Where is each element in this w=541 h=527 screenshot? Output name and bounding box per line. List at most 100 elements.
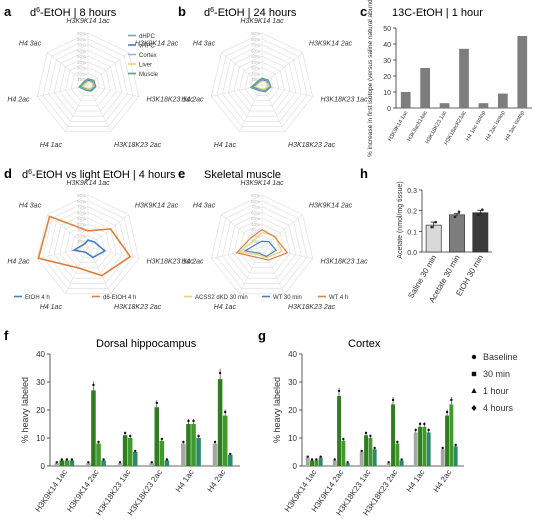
radar-ring-label-b: 80% [251,37,260,42]
data-point-f [182,440,185,444]
radar-axis-label-d: H3K18K23 1ac [146,258,194,265]
radar-axis-label-d: H3K9K14 2ac [135,203,179,210]
legend-label-d: EtOH 4 h [25,295,50,301]
y-tick-label-h: 0.1 [407,229,417,236]
bar-g [364,435,368,466]
y-tick-label-c: 20 [383,74,391,81]
x-tick-label-f: H3K9K14 2ac [65,468,101,514]
data-point-g [445,410,449,414]
y-tick-label-g: 20 [288,406,297,415]
radar-spoke-a [47,52,89,86]
radar-axis-label-b: H4 3ac [193,41,216,48]
bar-g [453,446,458,466]
radar-ring-d [53,212,123,279]
radar-spoke-b [239,84,263,132]
data-point-f [192,419,195,423]
radar-ring-a [48,44,128,122]
radar-ring-a [70,67,106,101]
x-tick-label-c: H4 2ac isotop [485,110,507,142]
radar-ring-a [65,61,111,107]
radar-ring-label-b: 40% [251,60,260,65]
radar-ring-label-e: 50% [251,216,260,221]
radar-ring-d [48,206,128,284]
radar-axis-label-d: H3K18K23 2ac [114,304,162,311]
bar-g [440,449,445,466]
radar-ring-b [216,38,308,127]
panel-letter-e: e [178,166,185,181]
data-point-h [430,225,433,229]
radar-spoke-a [65,84,89,132]
radar-ring-b [210,32,314,133]
radar-axis-label-b: H3K9K14 2ac [309,41,353,48]
radar-axis-label-a: H3K18K23 2ac [114,142,162,149]
data-point-f [128,434,132,438]
y-tick-label-c: 0 [387,106,391,113]
bar-g [368,438,373,466]
y-axis-title-h: Acetate (nmol/mg tissue) [397,181,404,258]
bar-g [337,396,341,466]
radar-axis-label-e: H3K9K14 1ac [240,180,284,187]
bar-g [422,426,427,466]
data-point-g [342,437,345,441]
radar-spoke-d [37,246,89,259]
radar-axis-label-b: H3K9K14 1ac [240,18,284,25]
radar-series-e [235,228,289,261]
data-point-f [60,458,63,461]
radar-spoke-e [261,246,285,294]
bar-g [314,460,319,466]
data-point-g [427,428,430,432]
radar-ring-label-e: 40% [251,222,260,227]
radar-ring-label-e: 10% [251,239,260,244]
radar-axis-label-e: H3K9K14 2ac [309,203,353,210]
y-tick-label-f: 40 [36,350,45,359]
radar-spoke-d [65,246,89,294]
bar-g [332,460,337,466]
data-point-f [123,431,127,435]
panel-title-a: d6-EtOH | 8 hours [30,7,117,19]
radar-axis-label-a: H4 2ac [7,96,30,103]
bar-f [132,452,138,466]
y-axis-title-f: % heavy labeled [20,377,30,443]
radar-series-d [71,239,107,259]
data-point-h [457,210,461,214]
y-tick-label-h: 0.2 [407,209,417,216]
legend-marker-fg [471,354,477,360]
bar-f [222,415,228,466]
bar-c [498,93,508,108]
bar-f [69,460,75,466]
radar-ring-label-a: 10% [77,77,86,82]
radar-ring-label-b: 30% [251,66,260,71]
radar-axis-label-a: H4 3ac [19,41,42,48]
radar-axis-label-a: H3K9K14 2ac [135,41,179,48]
radar-ring-b [227,50,297,117]
radar-axis-label-d: H4 2ac [7,258,30,265]
bar-f [54,463,59,466]
panel-letter-g: g [258,328,266,343]
radar-ring-label-d: 40% [77,222,86,227]
radar-ring-b [222,44,302,122]
bar-f [91,390,96,466]
data-point-g [400,458,403,461]
radar-ring-label-d: 80% [77,199,86,204]
data-point-g [414,428,417,432]
legend-marker-fg [471,371,477,377]
radar-ring-label-d: 90% [77,193,86,198]
bar-f [186,424,191,466]
legend-label-e: ACSS2 dKD 30 min [195,295,248,301]
data-point-f [92,383,95,387]
radar-ring-label-d: 30% [77,228,86,233]
bar-c [478,103,489,108]
radar-ring-e [239,223,285,269]
radar-spoke-b [261,84,285,132]
legend-label-e: WT 30 min [273,295,302,301]
radar-series-a [77,77,97,92]
radar-ring-d [65,223,111,269]
radar-series-b [254,80,269,90]
panel-letter-a: a [4,4,12,19]
data-point-f [118,461,122,464]
y-tick-label-g: 40 [288,350,297,359]
bar-f [191,424,196,466]
bar-f [196,438,201,466]
radar-ring-label-d: 70% [77,205,86,210]
data-point-f [223,410,227,414]
